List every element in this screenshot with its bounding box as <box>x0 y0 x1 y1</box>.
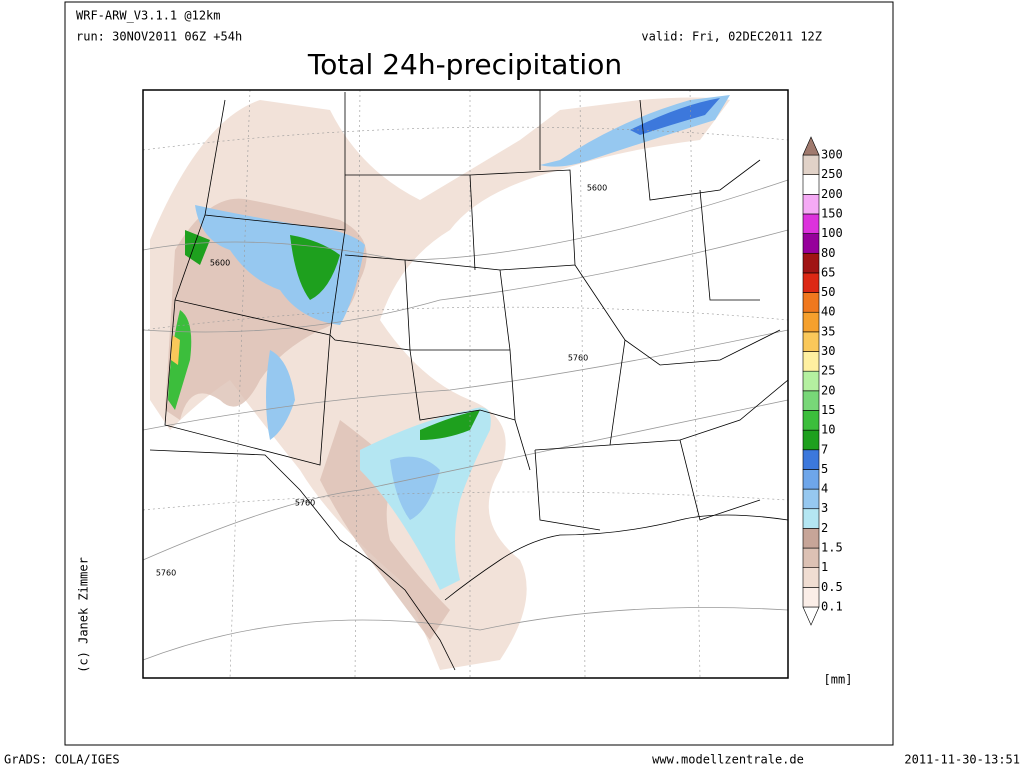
legend-label: 40 <box>821 305 835 319</box>
model-label: WRF-ARW_V3.1.1 @12km <box>76 9 221 23</box>
footer-center: www.modellzentrale.de <box>652 753 804 767</box>
colorbar-box <box>802 311 820 333</box>
legend-label: 3 <box>821 501 828 515</box>
contour-labels: 5600 5600 5760 5760 5760 <box>156 184 607 578</box>
colorbar-box <box>802 449 820 470</box>
legend-label: 0.1 <box>821 600 843 614</box>
colorbar-box <box>802 351 820 372</box>
colorbar-triangle <box>802 136 820 156</box>
colorbar-box <box>802 488 820 510</box>
legend-label: 1.5 <box>821 541 843 555</box>
colorbar-box <box>802 528 820 549</box>
contour-label: 5600 <box>587 184 607 193</box>
colorbar-box <box>802 469 820 490</box>
legend-label: 65 <box>821 265 835 279</box>
contour-label: 5760 <box>295 499 315 508</box>
legend: 0.1 0.5 1 1.5 2 3 4 5 7 10 15 20 25 30 35 40 50 65 80 100 15… <box>802 136 843 626</box>
colorbar-box <box>802 174 820 195</box>
contour-label: 5600 <box>210 259 230 268</box>
legend-label: 4 <box>821 482 828 496</box>
legend-unit: [mm] <box>824 673 853 687</box>
legend-label: 20 <box>821 383 835 397</box>
colorbar-box <box>802 252 820 274</box>
contour-label: 5760 <box>568 354 588 363</box>
colorbar-box <box>802 292 820 313</box>
colorbar-box <box>802 233 820 254</box>
colorbar-box <box>802 331 820 352</box>
legend-label: 50 <box>821 285 835 299</box>
colorbar-box <box>802 410 820 431</box>
legend-label: 35 <box>821 324 835 338</box>
legend-label: 0.5 <box>821 580 843 594</box>
legend-label: 15 <box>821 403 835 417</box>
colorbar-box <box>802 154 820 175</box>
legend-label: 300 <box>821 148 843 162</box>
legend-label: 100 <box>821 226 843 240</box>
legend-label: 5 <box>821 462 828 476</box>
footer-left: GrADS: COLA/IGES <box>4 753 120 767</box>
colorbar-box <box>802 587 820 608</box>
colorbar-box <box>802 194 820 215</box>
legend-label: 25 <box>821 364 835 378</box>
colorbar-box <box>802 272 820 293</box>
legend-label: 1 <box>821 560 828 574</box>
legend-label: 2 <box>821 521 828 535</box>
colorbar-box <box>802 429 820 451</box>
legend-label: 10 <box>821 423 835 437</box>
legend-label: 30 <box>821 344 835 358</box>
colorbar-box <box>802 567 820 588</box>
footer-right: 2011-11-30-13:51 <box>904 753 1020 767</box>
colorbar-box <box>802 213 820 234</box>
precipitation-field <box>150 95 730 670</box>
legend-label: 250 <box>821 167 843 181</box>
valid-label: valid: Fri, 02DEC2011 12Z <box>641 30 822 44</box>
colorbar-box <box>802 547 820 568</box>
colorbar-box <box>802 390 820 411</box>
legend-label: 200 <box>821 187 843 201</box>
colorbar-box <box>802 370 820 392</box>
contour-label: 5760 <box>156 569 176 578</box>
credit: (c) Janek Zimmer <box>77 557 91 673</box>
map <box>142 89 789 679</box>
title: Total 24h-precipitation <box>307 48 622 81</box>
legend-label: 150 <box>821 206 843 220</box>
colorbar-box <box>802 508 820 529</box>
legend-label: 7 <box>821 442 828 456</box>
legend-label: 80 <box>821 246 835 260</box>
run-label: run: 30NOV2011 06Z +54h <box>76 30 242 44</box>
